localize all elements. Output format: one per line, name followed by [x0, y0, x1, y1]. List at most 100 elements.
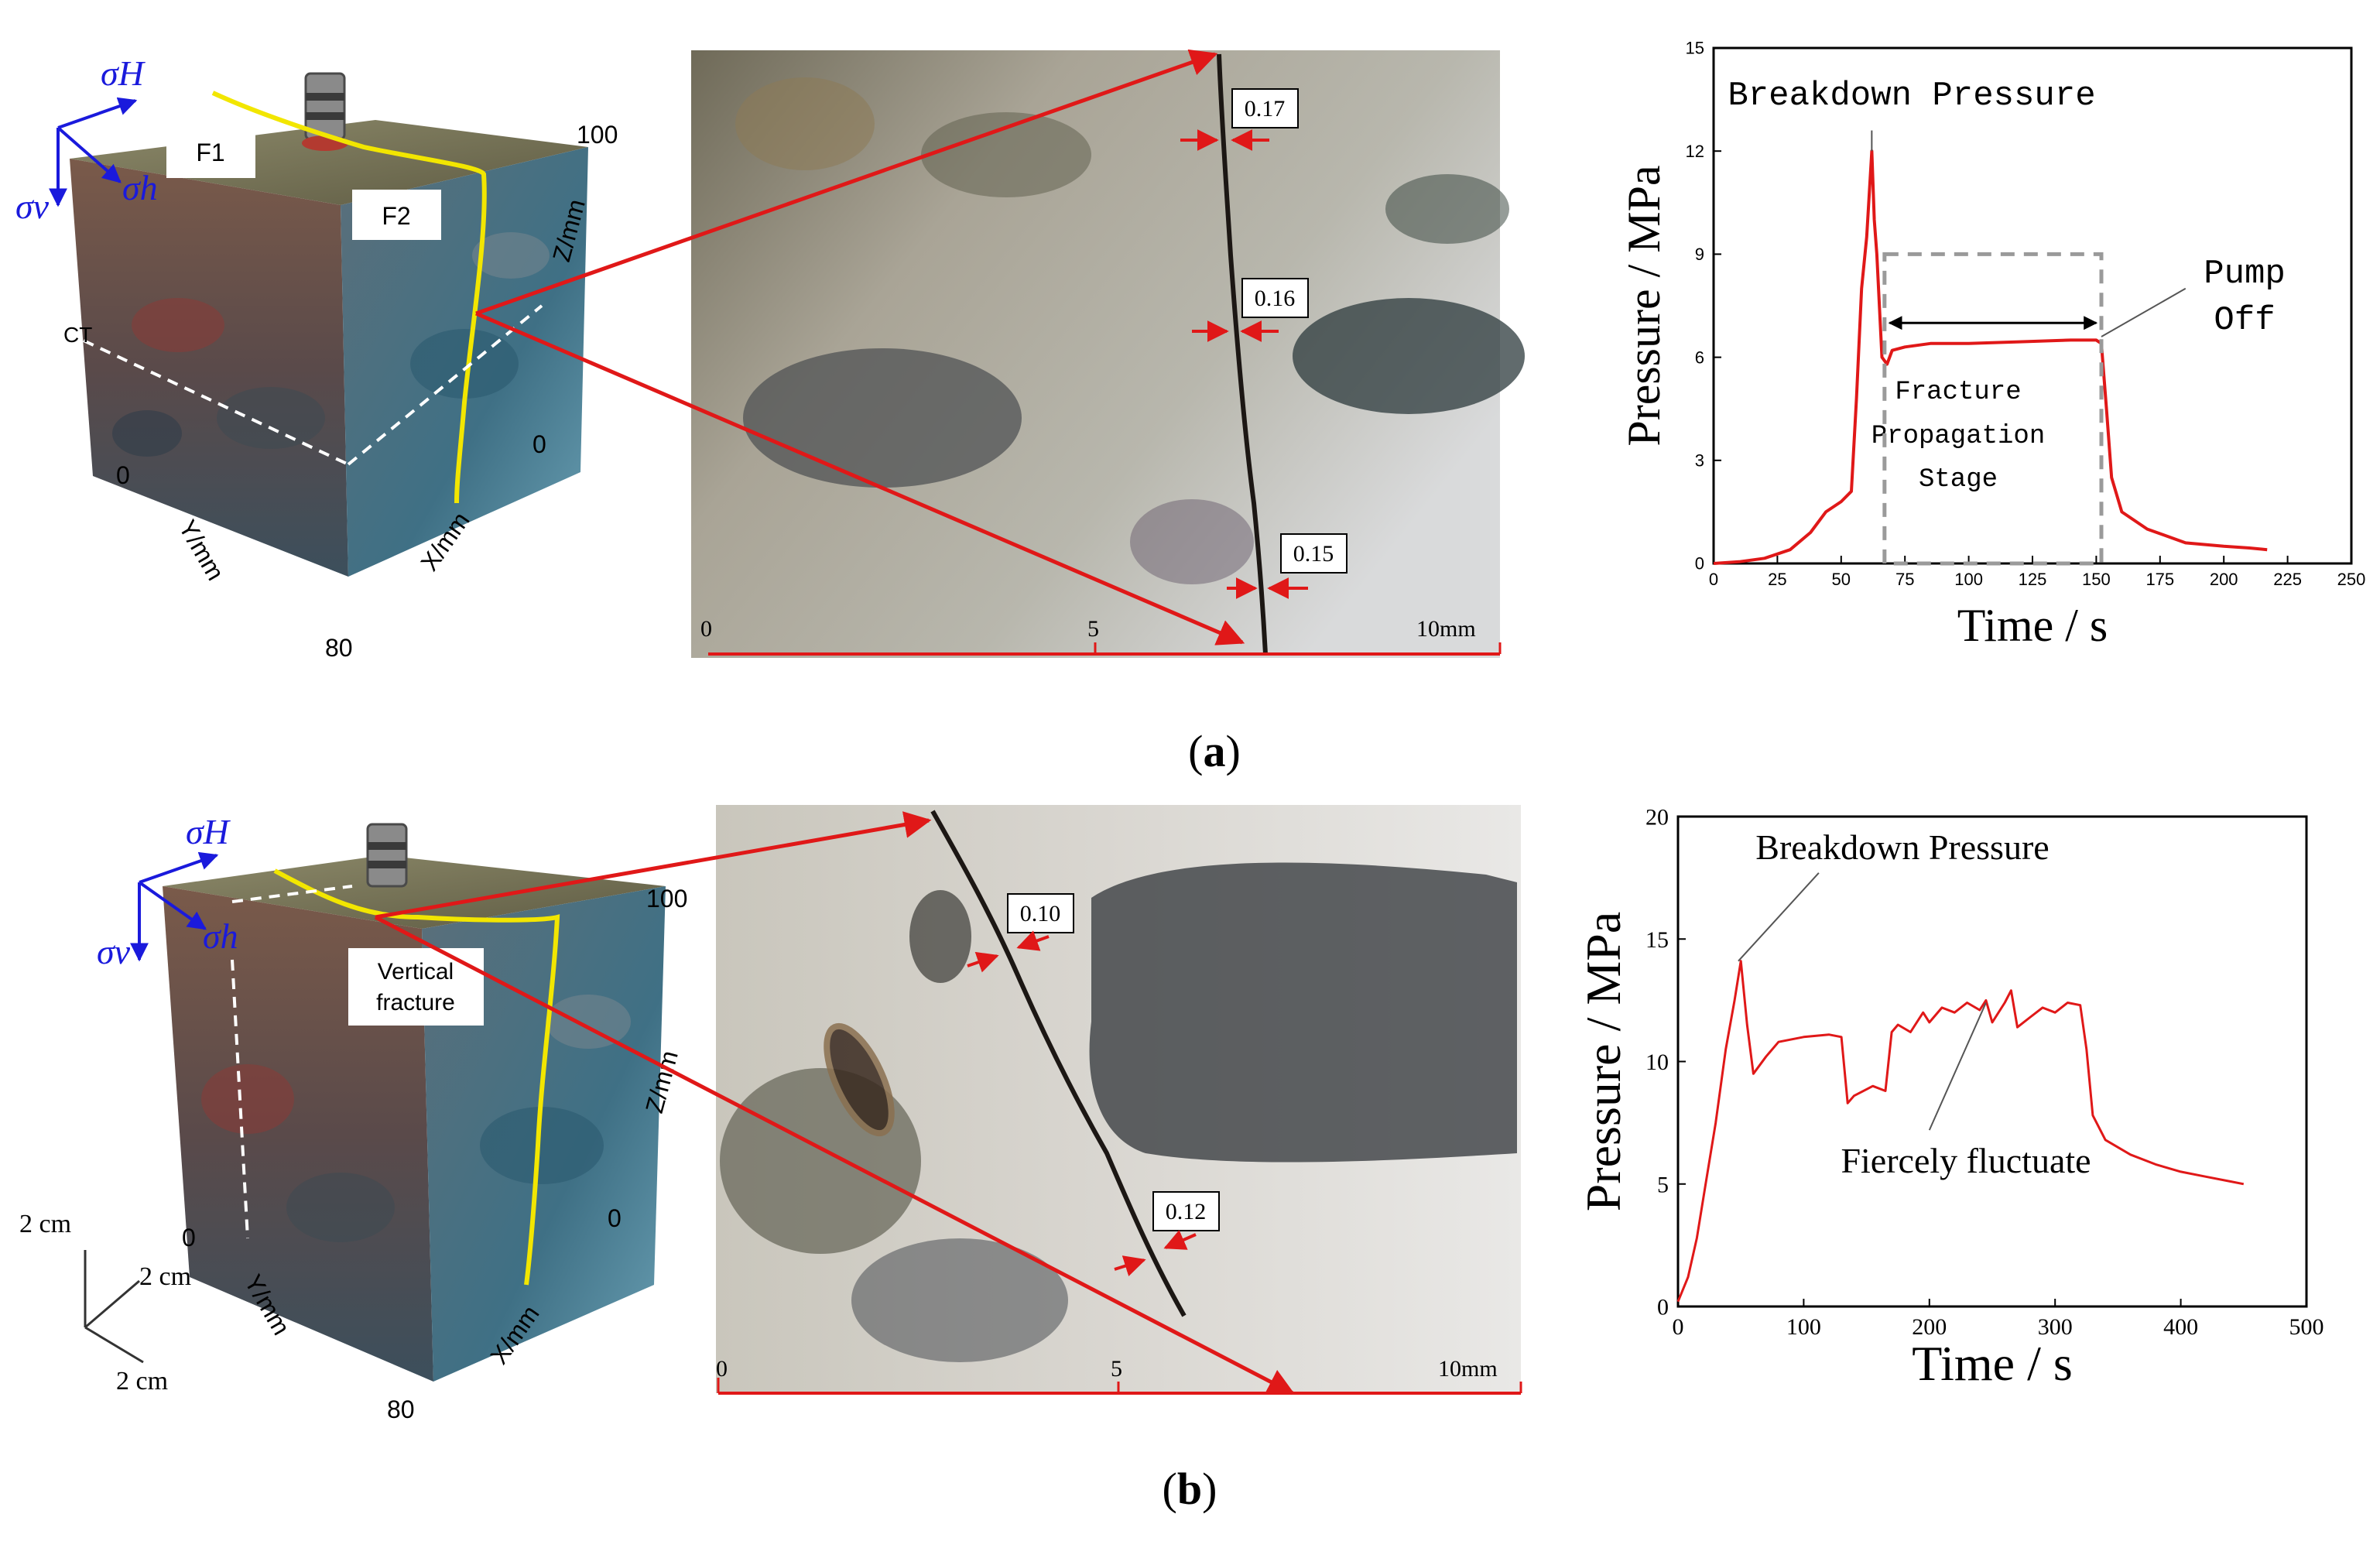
- fracture-trace-a: [211, 91, 487, 504]
- specimen-b: Vertical fracture σH σh σv 100 Z/mm 0 X/…: [19, 812, 687, 1423]
- y-axis-title: Pressure / MPa: [1576, 912, 1631, 1212]
- y-tick-label: 6: [1695, 348, 1704, 367]
- y-max-label-b: 80: [387, 1395, 415, 1423]
- fracture-a: [1217, 53, 1268, 655]
- annotation-stage-line1: Fracture: [1895, 378, 2021, 407]
- x-tick-label: 125: [2019, 570, 2047, 589]
- cube-a-left-face: [70, 159, 348, 577]
- micro-b-scale-0: 0: [716, 1356, 728, 1382]
- specimen-a-cube: [70, 72, 588, 577]
- x-tick-label: 75: [1895, 570, 1914, 589]
- y-tick-label: 15: [1686, 39, 1704, 58]
- x-tick-label: 0: [1709, 570, 1718, 589]
- sigma-h-min-arrow: [57, 126, 122, 183]
- ct-slice-line-right: [347, 304, 543, 466]
- x-axis-title: Time / s: [1957, 600, 2108, 651]
- x-tick-label: 200: [2210, 570, 2238, 589]
- width-marker-b2: 0.12: [1114, 1191, 1220, 1276]
- cube-b-top-face: [163, 855, 666, 929]
- zoom-arrow-b-bottom: [374, 915, 1296, 1395]
- y-zero-label: 0: [116, 461, 130, 489]
- y-tick-label: 3: [1695, 451, 1704, 471]
- propagation-stage-box: [1882, 252, 2104, 566]
- scale-label-vertical: 2 cm: [19, 1210, 71, 1238]
- micro-b-scale-10: 10mm: [1438, 1356, 1498, 1382]
- micro-b: 0 5 10mm 0.10 0.12: [716, 805, 1522, 1395]
- y-tick-label: 5: [1657, 1172, 1669, 1197]
- face-f1-box: [166, 124, 255, 178]
- x-tick-label: 400: [2163, 1314, 2198, 1340]
- y-tick-label: 12: [1686, 142, 1704, 161]
- x-tick-label: 50: [1832, 570, 1851, 589]
- micro-a-scale-0: 0: [700, 616, 712, 642]
- micro-a: 0 5 10mm 0.17 0.16 0.15: [691, 50, 1525, 658]
- fracture-trace-b: [273, 868, 560, 1286]
- annotation-breakdown-a: Breakdown Pressure: [1728, 77, 2095, 115]
- sigma-h-max-arrow: [57, 97, 138, 129]
- panel-label-b: (b): [1163, 1464, 1217, 1514]
- y-tick-label: 0: [1657, 1295, 1669, 1320]
- face-f2-box: [352, 190, 441, 240]
- stress-axes-b: [130, 851, 219, 962]
- ct-label: CT: [63, 323, 92, 347]
- fracture-b: [930, 810, 1187, 1317]
- width-label-a3: 0.15: [1293, 541, 1334, 567]
- width-label-b2: 0.12: [1166, 1199, 1207, 1224]
- pressure-series-line: [1713, 149, 2268, 565]
- zoom-arrow-a-top: [475, 49, 1218, 316]
- annotation-fluctuate: Fiercely fluctuate: [1841, 1141, 2091, 1180]
- plot-frame: [1676, 815, 2308, 1308]
- pressure-series-line: [1676, 960, 2245, 1303]
- sigma-h-max-label-b: σH: [186, 812, 231, 851]
- x-tick-label: 100: [1786, 1314, 1821, 1340]
- y-tick-label: 20: [1645, 805, 1669, 830]
- stress-axes-a: [49, 97, 138, 207]
- panel-label-a: (a): [1188, 726, 1241, 776]
- annotation-pump-off-line2: Off: [2214, 301, 2275, 340]
- width-marker-a2: 0.16: [1192, 278, 1309, 342]
- x-tick-label: 200: [1912, 1314, 1947, 1340]
- vertical-fracture-line2: fracture: [376, 990, 455, 1015]
- vertical-fracture-line1: Vertical: [378, 959, 454, 985]
- y-max-label: 80: [325, 634, 353, 662]
- x-tick-label: 150: [2082, 570, 2111, 589]
- width-marker-b1: 0.10: [967, 893, 1074, 973]
- cube-a-top-face: [70, 120, 588, 205]
- y-axis-title: Pressure / MPa: [1618, 165, 1669, 446]
- specimen-b-cube: [163, 823, 666, 1382]
- zoom-arrow-b-top: [375, 811, 932, 919]
- x-axis-title: Time / s: [1912, 1336, 2073, 1391]
- x-tick-label: 300: [2038, 1314, 2073, 1340]
- width-label-b1: 0.10: [1020, 901, 1061, 926]
- injection-pipe-b: [366, 823, 408, 888]
- width-marker-a1: 0.17: [1180, 88, 1299, 151]
- x-tick-label: 25: [1768, 570, 1786, 589]
- ct-slice-line-left: [83, 339, 349, 466]
- x-zero-label-b: 0: [608, 1204, 622, 1232]
- z-max-label-b: 100: [646, 885, 687, 913]
- width-label-a1: 0.17: [1245, 96, 1286, 122]
- width-label-a2: 0.16: [1255, 286, 1296, 311]
- y-tick-label: 9: [1695, 245, 1704, 264]
- scale-label-horizontal: 2 cm: [116, 1367, 168, 1395]
- face-f1-label: F1: [196, 139, 224, 166]
- sigma-h-min-label: σh: [122, 168, 158, 207]
- face-f2-label: F2: [382, 202, 410, 230]
- zoom-arrow-a-bottom: [475, 311, 1245, 646]
- breakdown-leader-b: [1738, 872, 1820, 962]
- y-zero-label-b: 0: [182, 1224, 196, 1252]
- pump-off-leader: [2101, 287, 2187, 337]
- chart-a: Breakdown Pressure Pump Off Fracture Pro…: [1618, 39, 2365, 651]
- y-tick-label: 15: [1645, 927, 1669, 953]
- z-max-label: 100: [577, 121, 618, 149]
- annotation-breakdown-b: Breakdown Pressure: [1755, 827, 2049, 867]
- dashed-top-line: [231, 885, 353, 903]
- annotation-stage-line2: Propagation: [1871, 422, 2045, 451]
- y-tick-label: 10: [1645, 1050, 1669, 1075]
- scale-triad: [84, 1250, 144, 1364]
- x-tick-label: 250: [2337, 570, 2366, 589]
- micro-a-scale-5: 5: [1087, 616, 1099, 642]
- annotation-pump-off-line1: Pump: [2204, 255, 2286, 293]
- dashed-side-line: [231, 959, 249, 1239]
